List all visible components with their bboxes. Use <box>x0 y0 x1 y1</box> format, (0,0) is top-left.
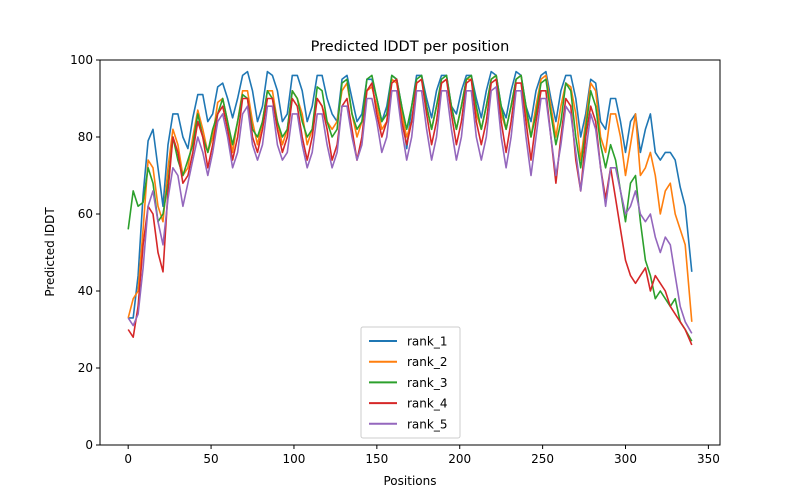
y-axis-label: Predicted lDDT <box>43 207 57 297</box>
y-tick-label: 60 <box>78 207 93 221</box>
x-tick-label: 300 <box>614 452 637 466</box>
legend-label-rank-1: rank_1 <box>407 335 447 349</box>
x-tick-label: 50 <box>203 452 218 466</box>
series-group <box>127 70 693 346</box>
x-tick-label: 150 <box>365 452 388 466</box>
legend-label-rank-4: rank_4 <box>407 397 447 411</box>
y-axis-ticks: 0 20 40 60 80 100 <box>70 53 100 452</box>
legend-label-rank-3: rank_3 <box>407 376 447 390</box>
y-tick-label: 20 <box>78 361 93 375</box>
x-axis-label: Positions <box>384 474 437 488</box>
chart-title: Predicted lDDT per position <box>311 39 510 55</box>
series-line-rank-4 <box>127 78 693 346</box>
y-tick-label: 40 <box>78 284 93 298</box>
x-tick-label: 0 <box>124 452 132 466</box>
series-line-rank-5 <box>127 86 693 334</box>
x-tick-label: 200 <box>448 452 471 466</box>
legend-label-rank-2: rank_2 <box>407 355 447 369</box>
x-tick-label: 350 <box>697 452 720 466</box>
y-tick-label: 80 <box>78 130 93 144</box>
x-tick-label: 250 <box>531 452 554 466</box>
x-tick-label: 100 <box>283 452 306 466</box>
y-tick-label: 0 <box>85 438 93 452</box>
legend-label-rank-5: rank_5 <box>407 417 447 431</box>
legend: rank_1 rank_2 rank_3 rank_4 rank_5 <box>360 326 461 439</box>
axes-frame <box>99 59 721 446</box>
series-line-rank-3 <box>127 74 693 342</box>
x-axis-ticks: 0 50 100 150 200 250 300 350 <box>124 445 720 466</box>
legend-box <box>360 326 461 439</box>
y-tick-label: 100 <box>70 53 93 67</box>
